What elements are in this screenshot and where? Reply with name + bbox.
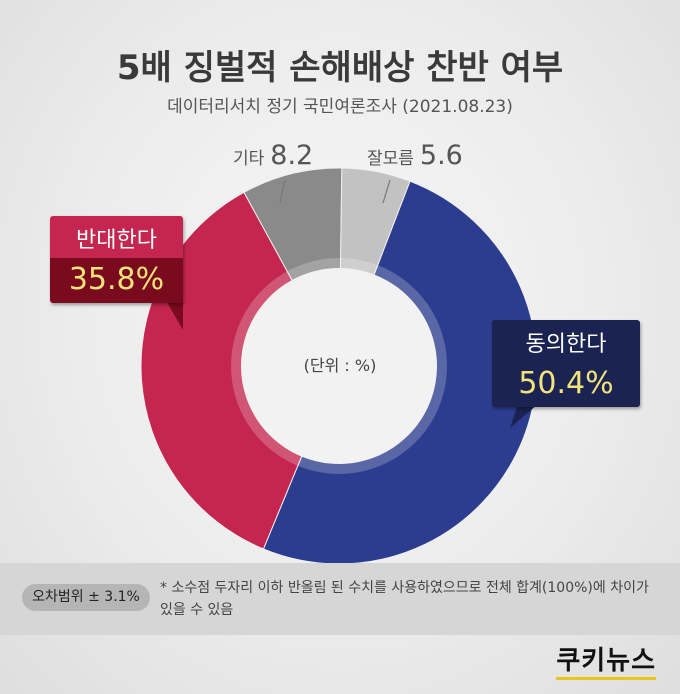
footnote: * 소수점 두자리 이하 반올림 된 수치를 사용하였으므로 전체 합계(100… (160, 580, 649, 618)
oppose-callout: 반대한다 35.8% (50, 216, 183, 303)
unknown-label: 잘모름 5.6 (367, 140, 463, 171)
etc-leader-line (279, 179, 286, 204)
agree-callout-value: 50.4% (518, 366, 614, 401)
unit-label: (단위 : %) (303, 356, 377, 375)
oppose-callout-value: 35.8% (50, 258, 183, 303)
etc-label: 기타 8.2 (233, 140, 313, 171)
oppose-callout-label: 반대한다 (50, 216, 183, 258)
chart-subtitle: 데이터리서치 정기 국민여론조사 (2021.08.23) (167, 97, 513, 117)
donut-hole (241, 268, 437, 464)
chart-title: 5배 징벌적 손해배상 찬반 여부 (116, 48, 564, 88)
etc-label-text: 기타 (233, 149, 265, 169)
unknown-value: 5.6 (419, 140, 463, 171)
unknown-leader-line (382, 179, 391, 204)
publisher-logo: 쿠키뉴스 (556, 640, 656, 680)
unknown-label-text: 잘모름 (367, 149, 414, 169)
etc-value: 8.2 (270, 140, 314, 171)
agree-callout-label: 동의한다 (525, 332, 607, 357)
agree-callout: 동의한다 50.4% (492, 320, 640, 407)
error-margin-badge: 오차범위 ± 3.1% (22, 584, 150, 611)
